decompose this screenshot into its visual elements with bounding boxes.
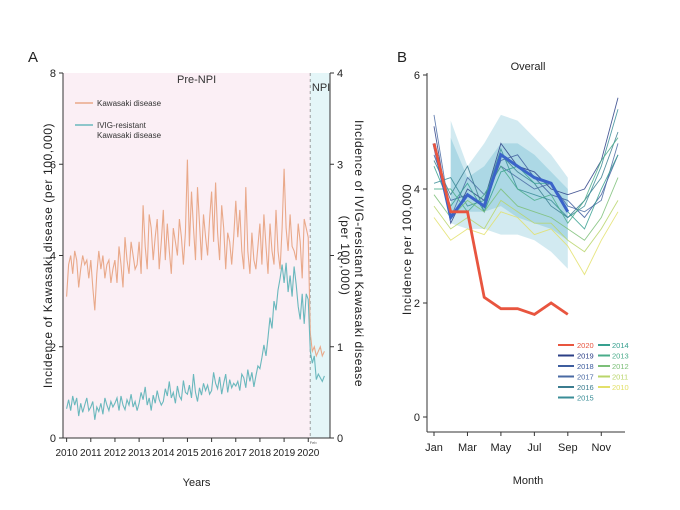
x-ticks: Jan Mar May Jul Sep Nov <box>425 432 612 454</box>
x-small-tick: Feb <box>310 440 318 445</box>
legend-label-2019: 2019 <box>577 352 594 361</box>
legend-label-ivig-line1: IVIG-resistant <box>97 121 147 130</box>
y-tick-label: 4 <box>50 251 56 263</box>
legend-label-ivig-line2: Kawasaki disease <box>97 131 162 140</box>
legend-label-kawasaki: Kawasaki disease <box>97 99 162 108</box>
x-ticks: 2010 2011 2012 2013 2014 2015 2016 2017 2018 2019… <box>55 438 320 459</box>
y-tick-label: 6 <box>414 70 420 82</box>
x-tick-label: 2019 <box>273 448 296 459</box>
legend-label-2018: 2018 <box>577 362 594 371</box>
x-tick-label: 2012 <box>104 448 127 459</box>
x-tick-label: 2020 <box>297 448 320 459</box>
y-ticks: 0 2 4 6 <box>414 70 427 424</box>
y-axis-label-right-line1: Incidence of IVIG-resistant Kawasaki dis… <box>352 120 366 387</box>
confidence-band <box>450 114 568 269</box>
y-axis-label-right: Incidence of IVIG-resistant Kawasaki dis… <box>338 120 366 391</box>
series-line-2017 <box>433 114 619 220</box>
band-outer <box>450 114 568 269</box>
y2-tick-label: 4 <box>337 68 343 80</box>
series-line-2016 <box>433 131 619 219</box>
x-tick-label: 2011 <box>80 448 102 459</box>
series-line-2011 <box>433 199 619 253</box>
x-tick-label: Mar <box>458 442 477 454</box>
y-ticks-left: 0 2 4 6 8 <box>50 68 63 445</box>
y-tick-label: 2 <box>50 342 56 354</box>
npi-region <box>310 73 330 438</box>
legend-label-2016: 2016 <box>577 383 594 392</box>
legend-label-2012: 2012 <box>612 362 629 371</box>
series-lines <box>66 159 325 420</box>
panel-label-a: A <box>28 49 38 66</box>
series-line-ivig-resistant <box>66 262 325 420</box>
legend-label-2020: 2020 <box>577 341 594 350</box>
y-axis-label-left: Incidence of Kawasaki disease (per 100,0… <box>41 123 55 388</box>
series-line-2012 <box>433 177 619 241</box>
series-line-2018 <box>433 154 619 219</box>
y-ticks-right: 0 1 2 3 4 <box>330 68 343 445</box>
x-tick-label: 2014 <box>152 448 175 459</box>
chart-title: Overall <box>511 61 546 73</box>
panel-a: A Pre-NPI NPI 2010 2011 2012 2013 2014 2015 20… <box>28 49 366 489</box>
x-tick-label: Nov <box>591 442 611 454</box>
series-lines <box>432 97 619 316</box>
series-line-2015 <box>433 109 619 219</box>
legend-label-2017: 2017 <box>577 373 594 382</box>
y-tick-label: 4 <box>414 184 420 196</box>
legend-label-2014: 2014 <box>612 341 629 350</box>
x-tick-label: 2015 <box>176 448 199 459</box>
legend-label-2010: 2010 <box>612 383 629 392</box>
x-tick-label: 2018 <box>249 448 272 459</box>
y-tick-label: 2 <box>414 298 420 310</box>
x-tick-label: May <box>491 442 512 454</box>
panel-label-b: B <box>397 49 407 66</box>
y-tick-label: 6 <box>50 159 56 171</box>
x-tick-label: 2013 <box>128 448 151 459</box>
mean-line <box>432 143 570 222</box>
x-tick-label: 2016 <box>200 448 223 459</box>
series-line-2020 <box>432 143 569 316</box>
x-tick-label: 2017 <box>225 448 248 459</box>
band-inner <box>450 137 568 241</box>
x-tick-label: Jul <box>527 442 541 454</box>
x-axis-label: Years <box>183 477 211 489</box>
x-axis-label: Month <box>513 475 544 487</box>
legend: 2020201920182017201620152014201320122011… <box>558 341 629 403</box>
series-line-2010 <box>433 211 619 276</box>
legend-label-2013: 2013 <box>612 352 629 361</box>
series-line-kawasaki <box>66 159 325 358</box>
y2-tick-label: 3 <box>337 159 343 171</box>
x-tick-label: Sep <box>558 442 578 454</box>
series-line-2013 <box>434 137 619 225</box>
y-tick-label: 0 <box>414 412 420 424</box>
legend-label-2015: 2015 <box>577 394 594 403</box>
y2-tick-label: 1 <box>337 342 343 354</box>
y-axis-label-right-line2: (per 100,000) <box>338 216 352 296</box>
region-label-pre-npi: Pre-NPI <box>177 74 216 86</box>
x-tick-label: Jan <box>425 442 443 454</box>
y2-tick-label: 2 <box>337 251 343 263</box>
x-tick-label: 2010 <box>55 448 78 459</box>
legend-label-2011: 2011 <box>612 373 628 382</box>
y-tick-label: 8 <box>50 68 56 80</box>
y-axis-label: Incidence per 100,000 <box>400 184 414 315</box>
y-tick-label: 0 <box>50 433 56 445</box>
series-line-2014 <box>433 154 619 230</box>
region-label-npi: NPI <box>312 82 330 94</box>
series-line-2019 <box>433 97 619 225</box>
y2-tick-label: 0 <box>337 433 343 445</box>
